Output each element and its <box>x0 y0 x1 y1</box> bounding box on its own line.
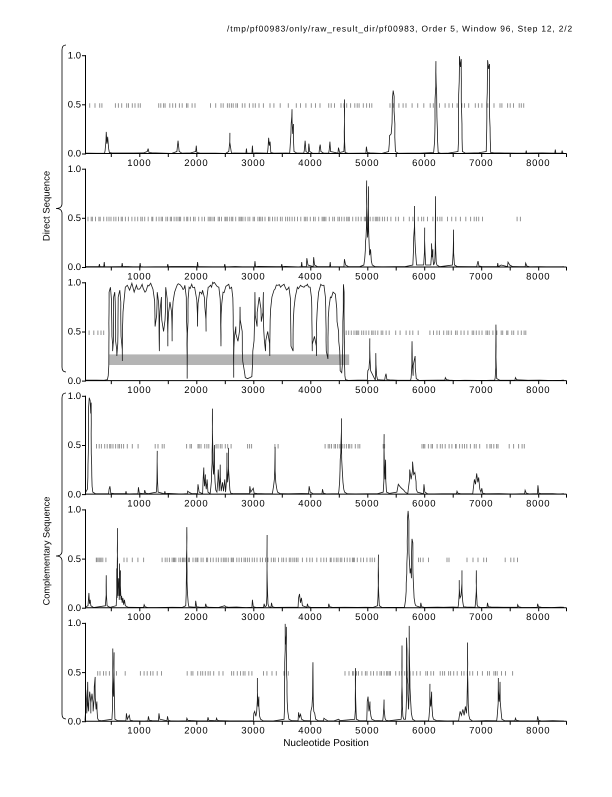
svg-text:3000: 3000 <box>241 158 265 169</box>
svg-text:7000: 7000 <box>469 158 493 169</box>
svg-text:5000: 5000 <box>355 272 379 283</box>
svg-text:0.5: 0.5 <box>68 327 81 338</box>
svg-text:0.0: 0.0 <box>68 376 81 387</box>
svg-text:0.5: 0.5 <box>68 213 81 224</box>
svg-text:8000: 8000 <box>526 726 550 737</box>
svg-text:2000: 2000 <box>184 272 208 283</box>
svg-text:8000: 8000 <box>526 272 550 283</box>
svg-text:5000: 5000 <box>355 158 379 169</box>
svg-text:3000: 3000 <box>241 612 265 623</box>
svg-text:5000: 5000 <box>355 612 379 623</box>
svg-text:6000: 6000 <box>412 385 436 396</box>
svg-text:0.0: 0.0 <box>68 149 81 160</box>
svg-text:1000: 1000 <box>127 385 151 396</box>
svg-text:6000: 6000 <box>412 726 436 737</box>
svg-text:5000: 5000 <box>355 726 379 737</box>
svg-text:1000: 1000 <box>127 726 151 737</box>
svg-text:5000: 5000 <box>355 385 379 396</box>
svg-text:3000: 3000 <box>241 272 265 283</box>
svg-text:2000: 2000 <box>184 385 208 396</box>
svg-text:7000: 7000 <box>469 612 493 623</box>
svg-text:6000: 6000 <box>412 499 436 510</box>
svg-text:0.0: 0.0 <box>68 716 81 727</box>
svg-text:Direct Sequence: Direct Sequence <box>42 171 53 241</box>
svg-text:3000: 3000 <box>241 385 265 396</box>
svg-text:0.5: 0.5 <box>68 554 81 565</box>
svg-text:8000: 8000 <box>526 499 550 510</box>
svg-text:8000: 8000 <box>526 385 550 396</box>
svg-text:6000: 6000 <box>412 272 436 283</box>
svg-text:Nucleotide Position: Nucleotide Position <box>283 738 369 749</box>
svg-text:4000: 4000 <box>298 385 322 396</box>
svg-text:4000: 4000 <box>298 499 322 510</box>
svg-text:1.0: 1.0 <box>68 164 81 175</box>
svg-text:4000: 4000 <box>298 612 322 623</box>
svg-text:2000: 2000 <box>184 499 208 510</box>
svg-text:4000: 4000 <box>298 158 322 169</box>
svg-text:6000: 6000 <box>412 158 436 169</box>
svg-text:4000: 4000 <box>298 726 322 737</box>
svg-text:0.5: 0.5 <box>68 100 81 111</box>
svg-text:1000: 1000 <box>127 499 151 510</box>
svg-text:7000: 7000 <box>469 499 493 510</box>
svg-text:3000: 3000 <box>241 726 265 737</box>
svg-text:1.0: 1.0 <box>68 391 81 402</box>
svg-text:6000: 6000 <box>412 612 436 623</box>
svg-text:2000: 2000 <box>184 158 208 169</box>
svg-text:1.0: 1.0 <box>68 505 81 516</box>
svg-text:1000: 1000 <box>127 272 151 283</box>
svg-text:0.5: 0.5 <box>68 667 81 678</box>
svg-text:Complementary Sequence: Complementary Sequence <box>42 497 52 606</box>
svg-text:0.0: 0.0 <box>68 489 81 500</box>
svg-text:1.0: 1.0 <box>68 50 81 61</box>
svg-text:7000: 7000 <box>469 726 493 737</box>
svg-text:1.0: 1.0 <box>68 278 81 289</box>
svg-text:5000: 5000 <box>355 499 379 510</box>
svg-text:7000: 7000 <box>469 272 493 283</box>
svg-text:1000: 1000 <box>127 612 151 623</box>
svg-text:0.0: 0.0 <box>68 262 81 273</box>
svg-text:1000: 1000 <box>127 158 151 169</box>
svg-text:8000: 8000 <box>526 158 550 169</box>
svg-text:2000: 2000 <box>184 612 208 623</box>
svg-text:0.5: 0.5 <box>68 440 81 451</box>
svg-text:8000: 8000 <box>526 612 550 623</box>
svg-text:1.0: 1.0 <box>68 618 81 629</box>
svg-text:/tmp/pf00983/only/raw_result_d: /tmp/pf00983/only/raw_result_dir/pf00983… <box>227 24 573 34</box>
svg-text:3000: 3000 <box>241 499 265 510</box>
svg-text:0.0: 0.0 <box>68 603 81 614</box>
svg-text:2000: 2000 <box>184 726 208 737</box>
svg-text:4000: 4000 <box>298 272 322 283</box>
svg-text:7000: 7000 <box>469 385 493 396</box>
